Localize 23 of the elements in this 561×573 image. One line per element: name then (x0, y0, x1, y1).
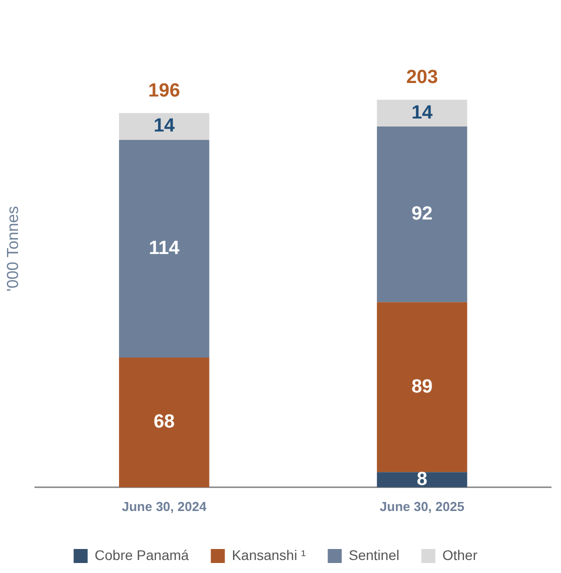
x-tick-label: June 30, 2025 (380, 498, 464, 514)
data-label: 8 (416, 468, 428, 490)
data-label: 114 (148, 238, 180, 259)
total-label: 203 (406, 66, 438, 88)
bar (376, 100, 468, 126)
data-label: 68 (154, 412, 175, 433)
data-label: 14 (154, 116, 176, 137)
x-tick-label: June 30, 2024 (122, 498, 208, 514)
data-label: 14 (411, 102, 434, 124)
legend-label: Cobre Panamá (94, 546, 190, 563)
legend-label: Sentinel (348, 546, 400, 563)
data-label: 92 (411, 204, 433, 225)
bar (119, 140, 210, 358)
bar (376, 472, 468, 488)
legend-label: Other (442, 546, 478, 563)
bar (119, 113, 210, 140)
total-label: 196 (148, 80, 180, 102)
data-label: 89 (411, 376, 433, 398)
bar (376, 302, 468, 472)
y-axis-title: '000 Tonnes (5, 206, 22, 292)
legend-label: Kansanshi ¹ (232, 546, 306, 563)
bar (376, 126, 468, 302)
bar (119, 358, 210, 488)
